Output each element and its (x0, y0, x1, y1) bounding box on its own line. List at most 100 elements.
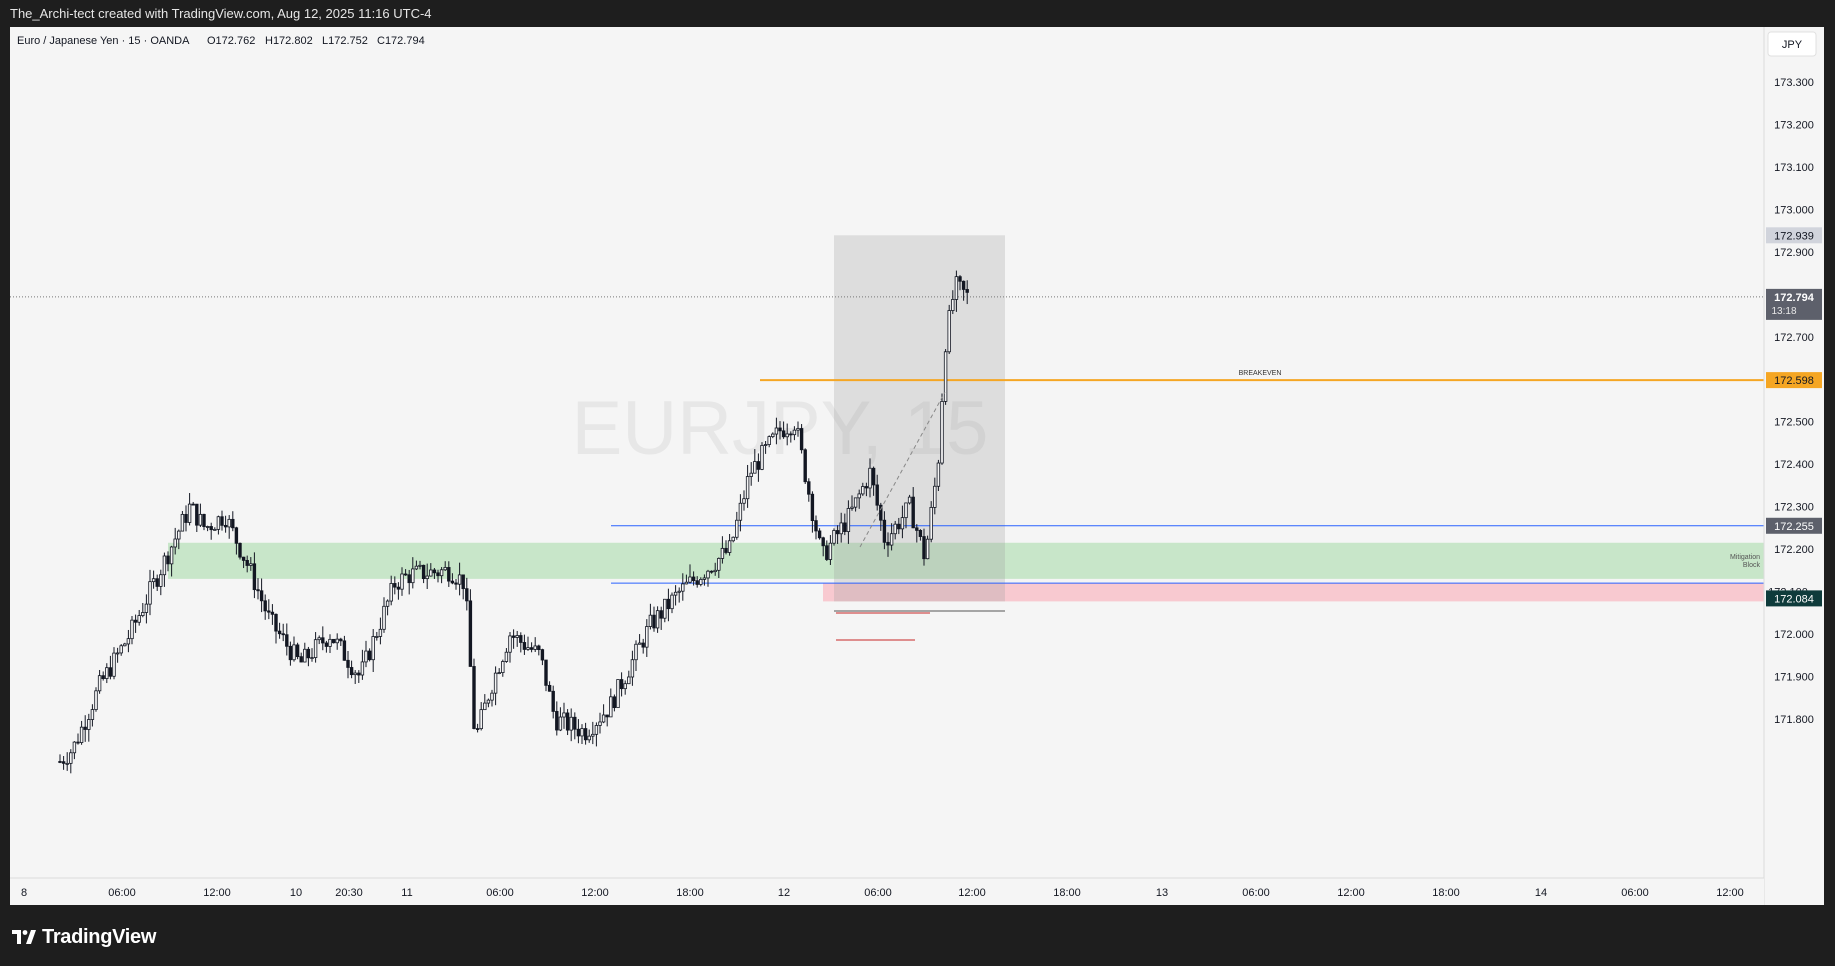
price-tick: 173.000 (1774, 204, 1814, 216)
candle-down (576, 728, 581, 737)
candle-up (763, 444, 768, 446)
candle-up (630, 659, 635, 678)
candle-down (724, 547, 728, 553)
candle-down (220, 516, 224, 526)
candle-down (565, 712, 570, 731)
candle-up (634, 643, 638, 661)
position-top-price: 172.939 (1774, 230, 1814, 242)
candle-down (256, 589, 260, 592)
candle-up (677, 590, 681, 593)
time-tick: 06:00 (1242, 887, 1270, 899)
candle-up (753, 461, 757, 474)
bar-countdown: 13:18 (1771, 306, 1796, 317)
candle-up (828, 542, 833, 560)
candle-up (706, 570, 710, 579)
currency-button[interactable] (1767, 31, 1817, 57)
candle-down (155, 578, 159, 587)
candle-up (713, 569, 717, 573)
time-tick: 10 (290, 887, 302, 899)
time-tick: 11 (401, 887, 412, 899)
candle-up (749, 472, 753, 477)
candle-up (119, 645, 123, 654)
candle-down (835, 530, 840, 535)
candle-down (393, 583, 397, 588)
candle-down (519, 635, 523, 643)
candle-up (717, 558, 721, 571)
candle-down (184, 513, 188, 523)
candle-down (267, 610, 271, 613)
level-price-tag (1766, 517, 1822, 534)
candle-down (108, 667, 113, 677)
tradingview-logo[interactable]: TradingView (12, 926, 156, 948)
candle-down (475, 728, 480, 730)
price-tick: 171.900 (1774, 672, 1814, 684)
candle-down (659, 610, 663, 619)
candle-up (112, 652, 116, 677)
candle-up (443, 567, 447, 571)
candle-up (400, 573, 404, 590)
candle-down (465, 588, 469, 602)
time-tick: 12 (778, 887, 790, 899)
price-axis[interactable] (1764, 27, 1824, 905)
candle-up (180, 513, 185, 532)
candle-up (69, 752, 73, 764)
candle-down (306, 648, 311, 659)
candle-down (339, 638, 343, 642)
candle-up (857, 493, 861, 499)
candle-up (727, 540, 732, 553)
candle-up (929, 507, 933, 540)
candle-down (252, 563, 257, 591)
candle-up (72, 741, 77, 754)
candle-up (490, 692, 494, 701)
candle-down (879, 504, 883, 521)
time-tick: 14 (1535, 887, 1547, 899)
candle-down (346, 659, 350, 668)
candle-up (954, 276, 959, 300)
candle-down (281, 633, 285, 636)
candle-up (738, 502, 743, 521)
candle-up (414, 565, 419, 570)
candle-up (699, 579, 703, 585)
time-tick: 12:00 (203, 887, 231, 899)
candle-up (591, 733, 595, 737)
candle-up (951, 299, 955, 311)
candle-up (187, 503, 192, 523)
time-tick: 18:00 (1432, 887, 1460, 899)
level-price: 172.255 (1774, 521, 1814, 533)
candle-down (781, 430, 786, 438)
chart-background (10, 27, 1824, 905)
time-tick: 12:00 (1337, 887, 1365, 899)
candle-down (529, 647, 534, 650)
candle-up (126, 638, 131, 645)
price-tick: 172.000 (1774, 629, 1814, 641)
time-axis[interactable] (10, 878, 1764, 905)
time-tick: 06:00 (108, 887, 136, 899)
chart-canvas[interactable]: EURJPY, 15 BREAKEVEN Mitigation Block Eu… (10, 27, 1824, 905)
candle-up (353, 672, 357, 676)
candle-down (195, 503, 199, 526)
candle-down (695, 580, 699, 585)
candle-up (655, 610, 660, 629)
candle-up (105, 667, 109, 679)
candle-up (159, 574, 163, 587)
candle-down (238, 542, 242, 558)
price-tick: 173.100 (1774, 162, 1814, 174)
candle-down (547, 684, 552, 692)
candle-up (425, 575, 429, 580)
price-tick: 173.300 (1774, 77, 1814, 89)
candle-up (889, 533, 894, 546)
candle-up (839, 522, 843, 535)
position-box[interactable] (834, 235, 1005, 602)
stop-loss-zone[interactable] (823, 583, 1764, 602)
candle-down (191, 503, 195, 506)
candle-up (850, 506, 854, 509)
candle-up (483, 702, 487, 711)
candle-down (421, 564, 426, 580)
candle-up (637, 642, 642, 645)
candle-up (742, 498, 746, 504)
candle-down (83, 726, 87, 730)
candle-down (843, 522, 847, 532)
stop-price: 172.084 (1774, 593, 1814, 605)
candle-up (533, 645, 537, 650)
candle-down (288, 645, 293, 661)
